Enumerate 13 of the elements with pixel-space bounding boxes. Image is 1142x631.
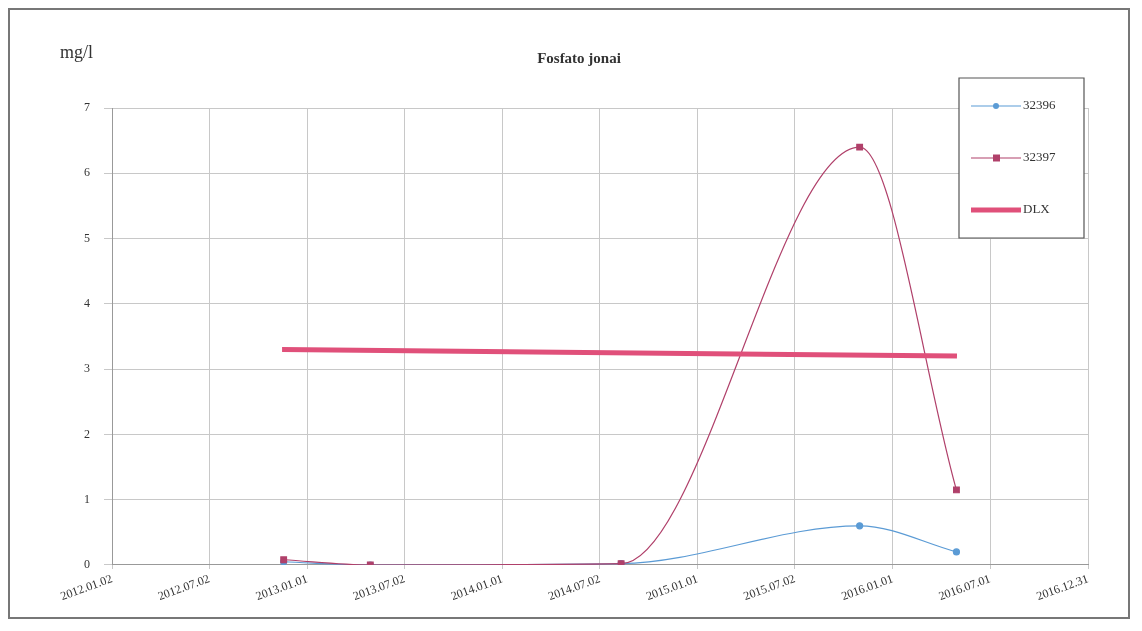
legend-label: 32397 <box>1023 149 1056 165</box>
legend-label: 32396 <box>1023 97 1056 113</box>
y-tick-label: 1 <box>84 491 90 506</box>
y-tick-label: 6 <box>84 165 90 180</box>
y-tick-label: 7 <box>84 100 90 115</box>
chart-title: Fosfato jonai <box>537 49 621 66</box>
y-tick-label: 4 <box>84 296 90 311</box>
y-axis-title: mg/l <box>60 41 94 62</box>
y-tick-label: 2 <box>84 426 90 441</box>
y-tick-label: 0 <box>84 557 90 572</box>
y-tick-label: 3 <box>84 361 90 376</box>
legend-label: DLX <box>1023 201 1051 217</box>
y-tick-label: 5 <box>84 230 90 245</box>
